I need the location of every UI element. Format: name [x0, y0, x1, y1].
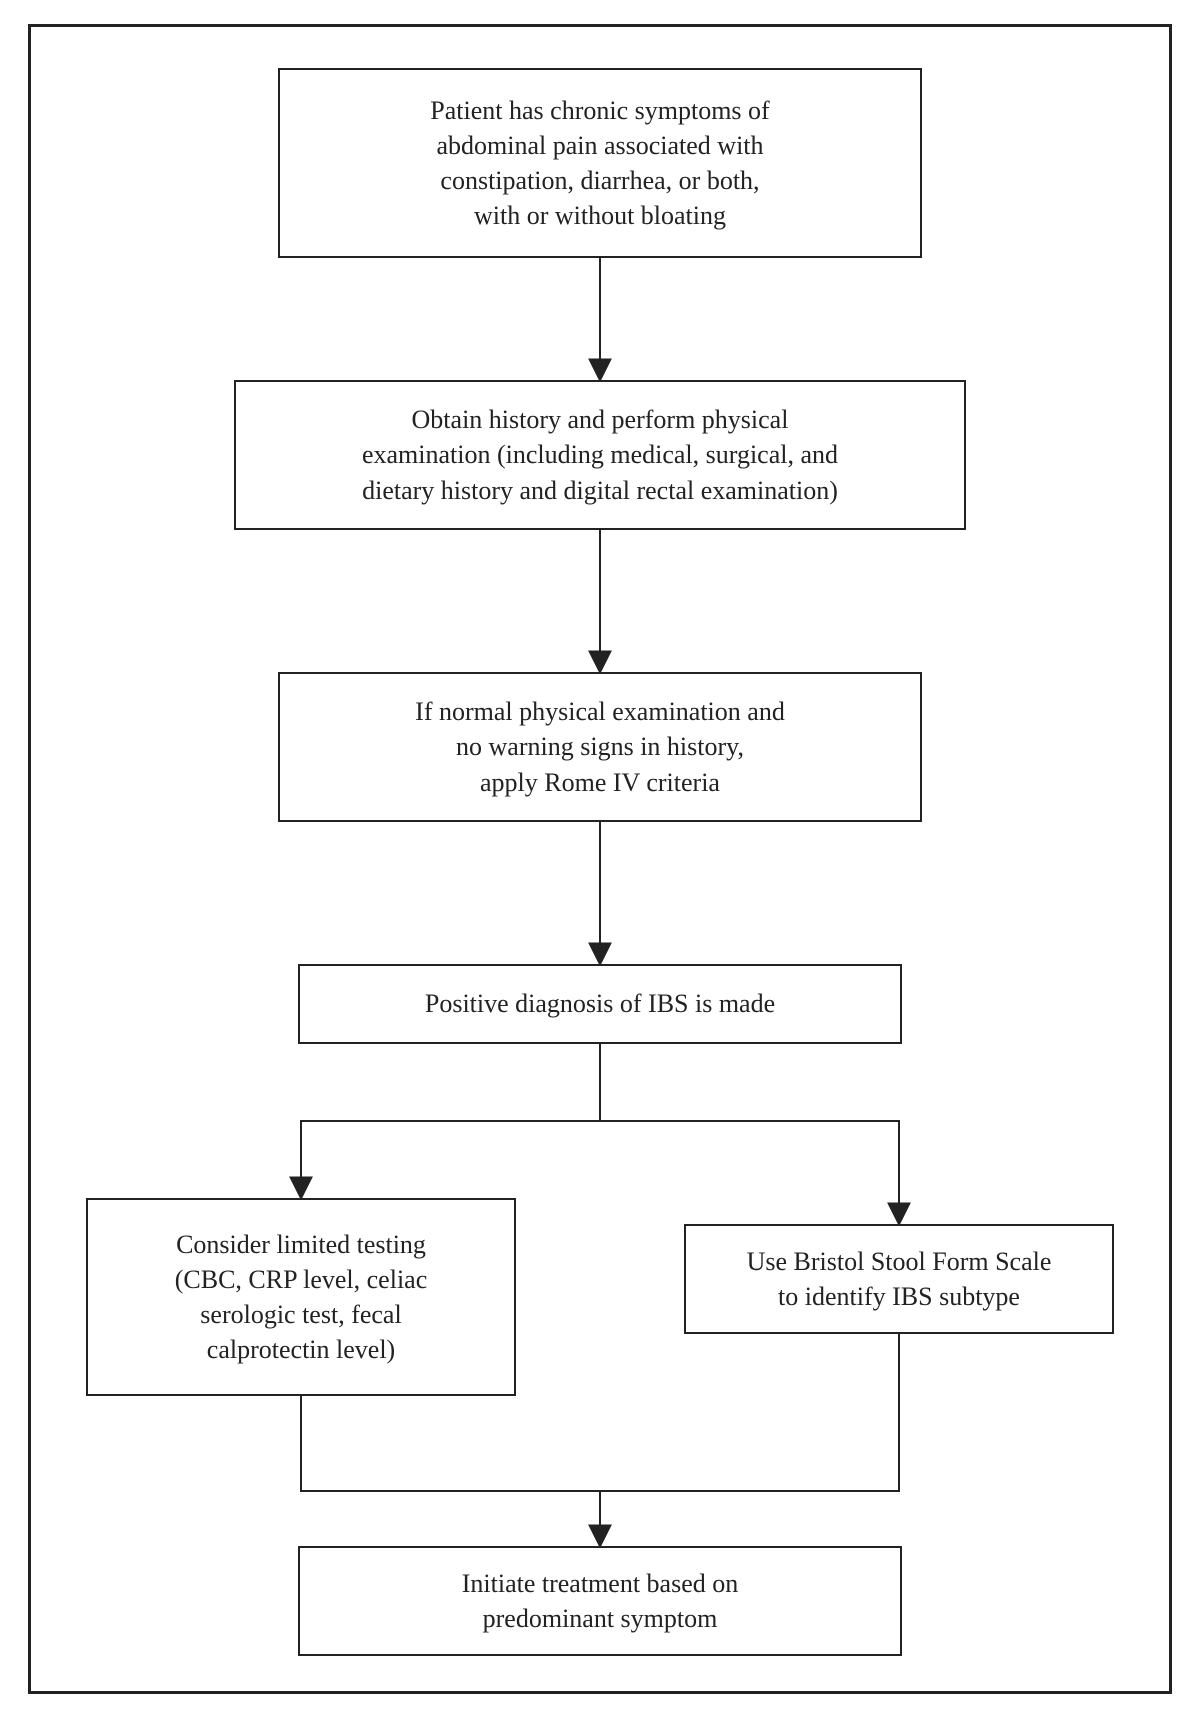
flow-node-n1: Patient has chronic symptoms of abdomina… [278, 68, 922, 258]
flow-node-n5: Consider limited testing (CBC, CRP level… [86, 1198, 516, 1396]
flow-node-n4: Positive diagnosis of IBS is made [298, 964, 902, 1044]
flow-node-n6: Use Bristol Stool Form Scale to identify… [684, 1224, 1114, 1334]
flowchart-canvas: Patient has chronic symptoms of abdomina… [0, 0, 1200, 1717]
outer-frame [28, 24, 1172, 1694]
flow-node-n3: If normal physical examination and no wa… [278, 672, 922, 822]
flow-node-n7: Initiate treatment based on predominant … [298, 1546, 902, 1656]
flow-node-n2: Obtain history and perform physical exam… [234, 380, 966, 530]
